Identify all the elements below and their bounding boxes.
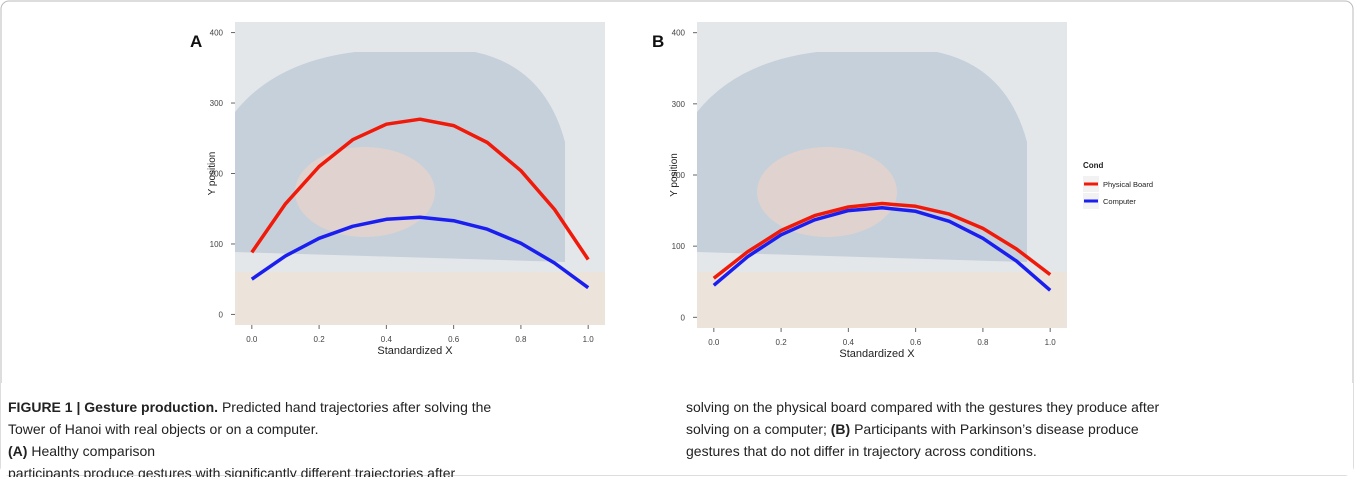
caption-text: Predicted hand trajectories after solvin… [218,399,491,415]
x-tick-label: 0.0 [708,338,720,347]
caption-text: solving on a computer; [686,421,831,437]
caption-text: (B) [831,421,850,437]
x-tick-label: 0.6 [448,335,460,344]
legend-title: Cond [1083,161,1104,170]
x-tick-label: 0.2 [314,335,326,344]
x-tick-label: 0.8 [977,338,989,347]
photo-table [697,272,1067,328]
x-tick-label: 0.0 [246,335,258,344]
y-tick-label: 100 [210,240,224,249]
caption-text: (A) [8,443,27,459]
figure: 01002003004000.00.20.40.60.81.0Standardi… [0,0,1355,477]
y-tick-label: 0 [681,313,686,322]
x-tick-label: 1.0 [1045,338,1057,347]
caption-text: Tower of Hanoi with real objects or on a… [8,421,322,437]
photo-table [235,272,605,325]
caption-text: Participants with Parkinson’s disease pr… [850,421,1139,437]
y-axis-title: Y position [207,152,218,196]
x-tick-label: 1.0 [583,335,595,344]
x-tick-label: 0.2 [776,338,788,347]
y-tick-label: 400 [210,29,224,38]
x-axis-title: Standardized X [377,345,453,357]
caption-text: participants produce gestures with signi… [8,465,456,477]
caption-text: FIGURE 1 | Gesture production. [8,399,218,415]
caption-text: gestures that do not differ in trajector… [686,443,1037,459]
caption-line: participants produce gestures with signi… [8,465,456,477]
y-axis-title: Y position [669,153,680,197]
caption-line: FIGURE 1 | Gesture production. Predicted… [8,399,491,415]
y-tick-label: 300 [672,100,686,109]
photo-hand [757,147,897,237]
panel-label: A [190,32,202,51]
x-axis-title: Standardized X [839,348,915,360]
panel-label: B [652,32,664,51]
y-tick-label: 300 [210,99,224,108]
x-tick-label: 0.8 [515,335,527,344]
caption-line: Tower of Hanoi with real objects or on a… [8,421,322,437]
y-tick-label: 400 [672,29,686,38]
caption-line: solving on a computer; (B) Participants … [686,421,1139,437]
legend-label: Physical Board [1103,180,1153,189]
y-tick-label: 100 [672,242,686,251]
legend-label: Computer [1103,197,1136,206]
caption-line: gestures that do not differ in trajector… [686,443,1037,459]
x-tick-label: 0.6 [910,338,922,347]
caption-text: solving on the physical board compared w… [686,399,1160,415]
caption-line: solving on the physical board compared w… [686,399,1160,415]
caption-text: Healthy comparison [27,443,155,459]
x-tick-label: 0.4 [843,338,855,347]
x-tick-label: 0.4 [381,335,393,344]
y-tick-label: 0 [219,310,224,319]
caption-line: (A) Healthy comparison [8,443,155,459]
